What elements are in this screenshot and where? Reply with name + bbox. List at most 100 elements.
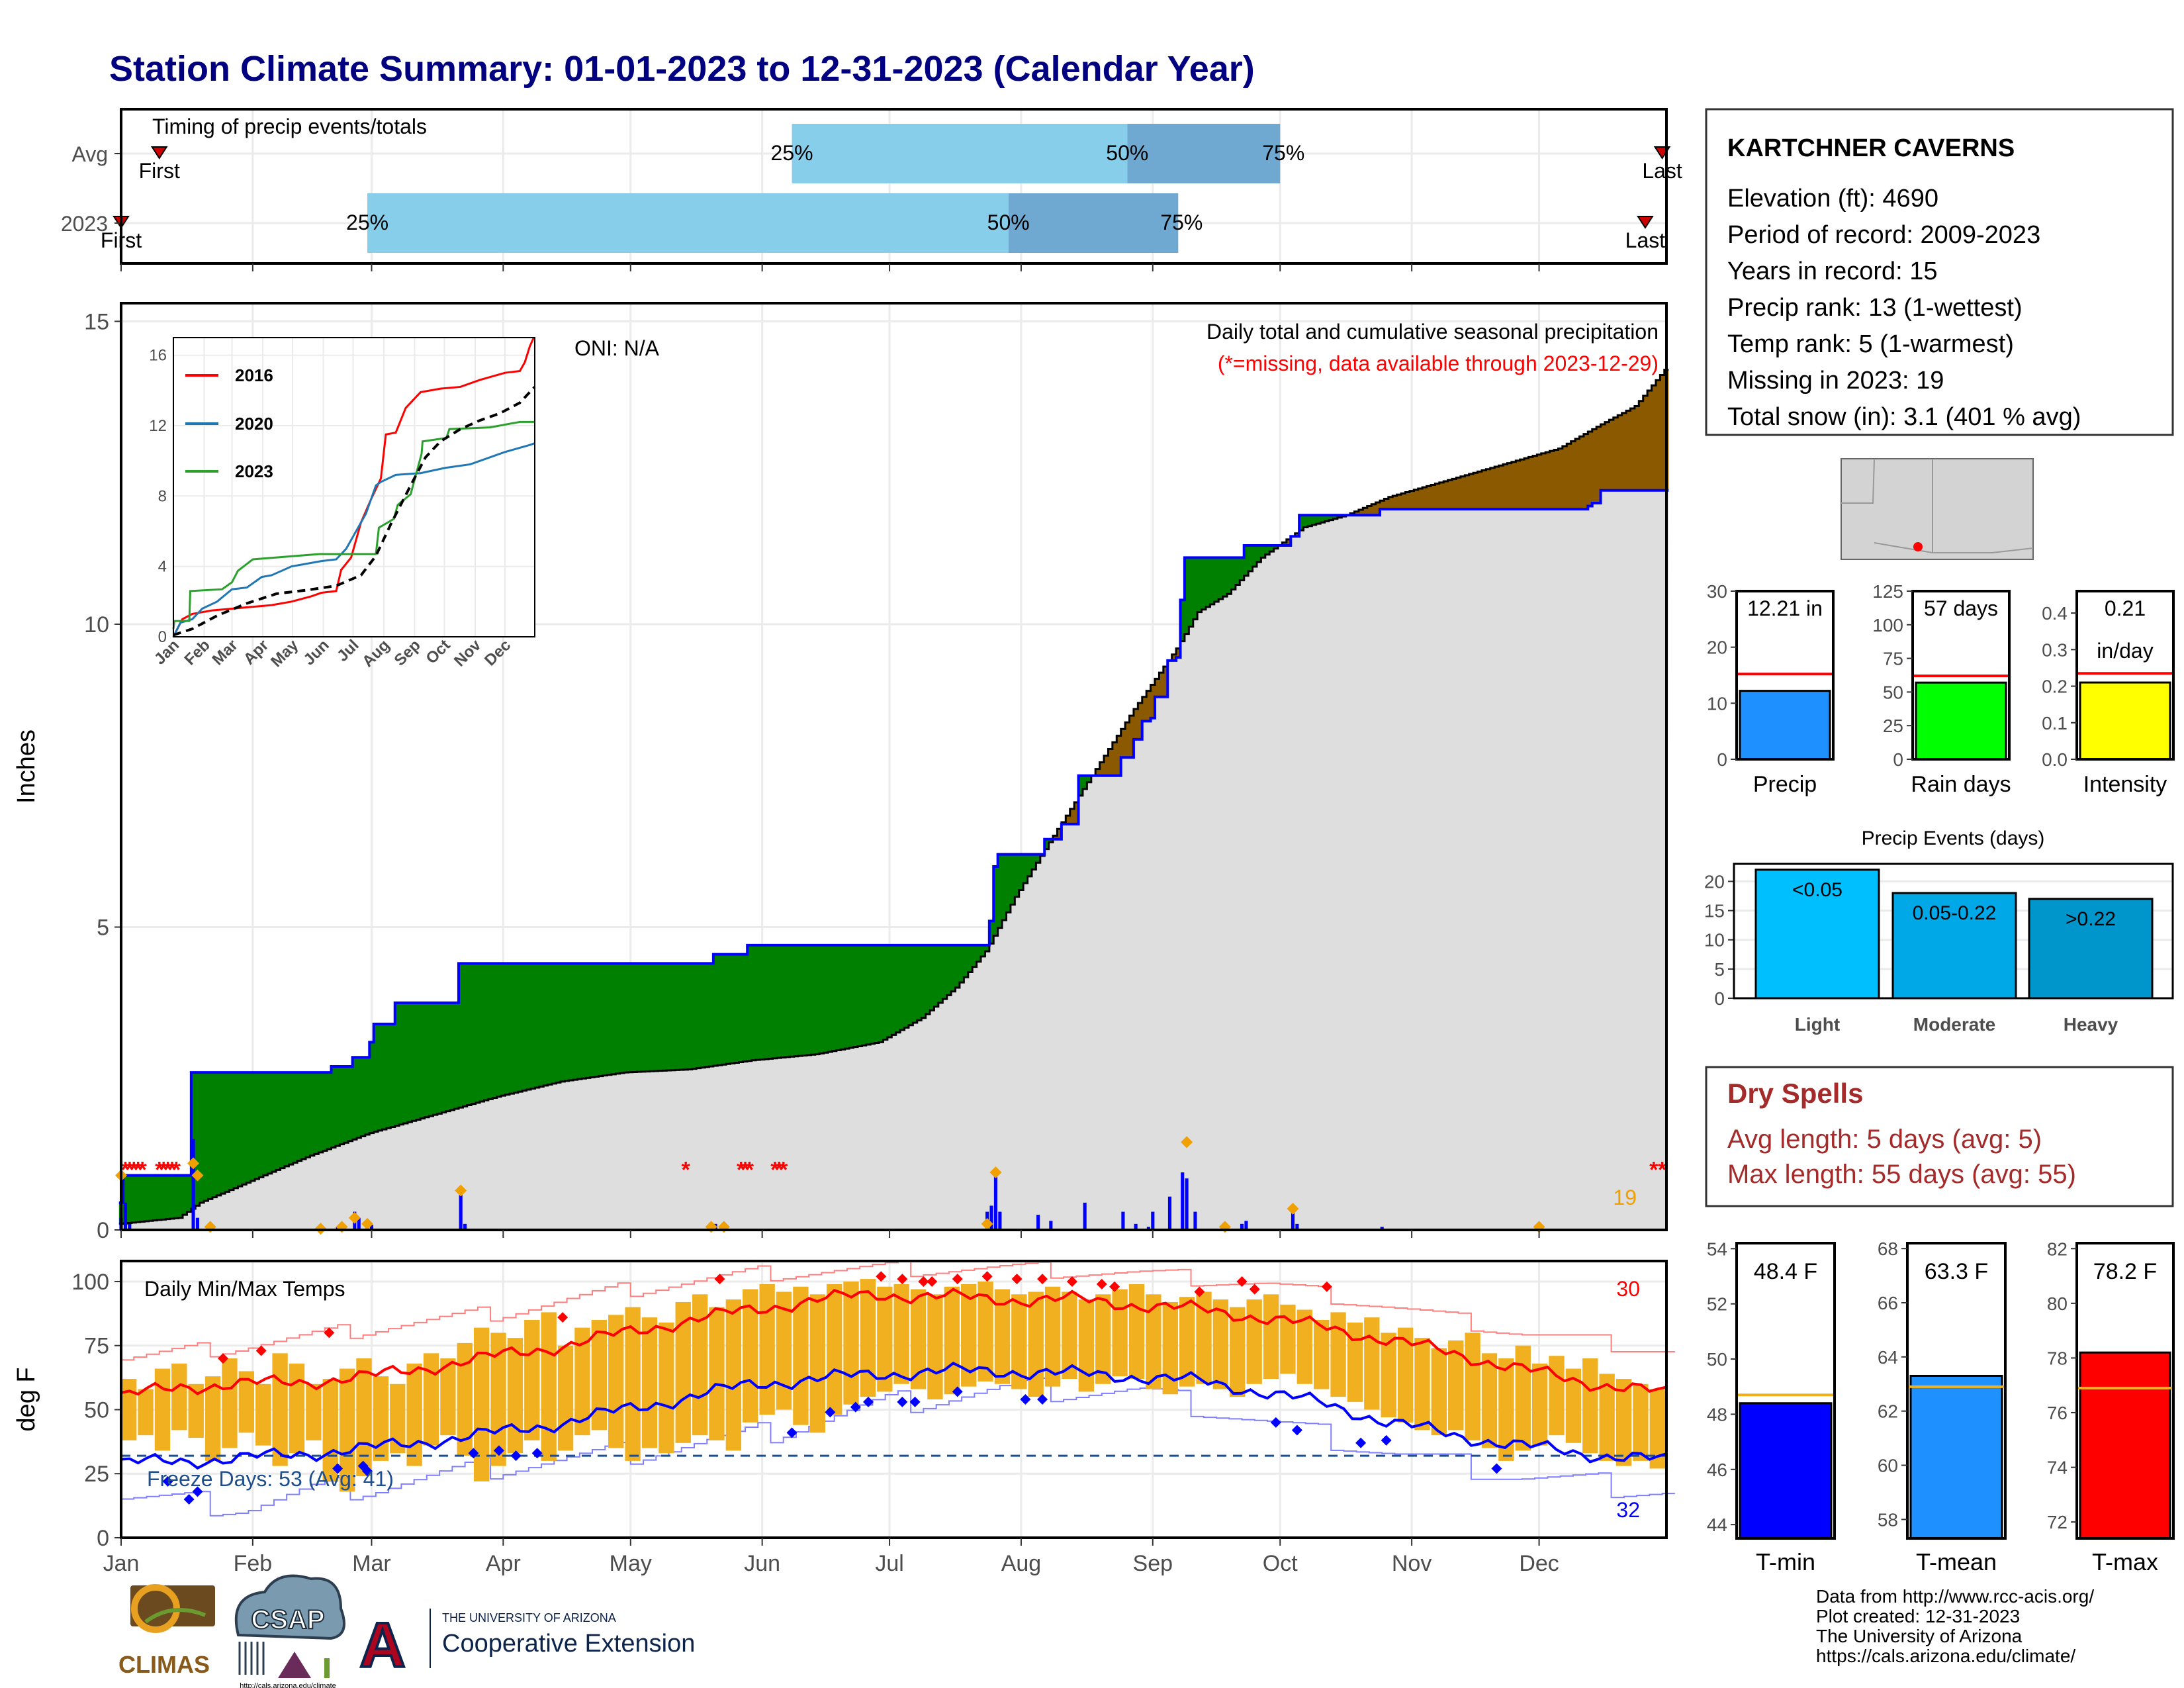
temps-panel: 0 25 50 75 100 deg F Daily Min/Max Temps 30 32 Fr… — [13, 1260, 1675, 1576]
temp-bar-y-tick-label: 58 — [1878, 1509, 1898, 1530]
daily-precip-bar — [1185, 1178, 1189, 1230]
daily-temp-range-bar — [574, 1327, 590, 1436]
temp-bar-y-tick-label: 78 — [2047, 1348, 2068, 1368]
inset-series-line — [172, 420, 535, 630]
record-low-marker — [162, 1476, 173, 1487]
missing-count: 19 — [1613, 1186, 1637, 1209]
dry-spells-box: Dry Spells Avg length: 5 days (avg: 5) Max… — [1705, 1066, 2174, 1207]
record-high-line — [121, 1260, 1675, 1361]
record-low-marker — [825, 1407, 836, 1418]
events-bar — [1754, 868, 1880, 1000]
daily-temp-range-bar — [1179, 1297, 1195, 1387]
daily-temp-range-bar — [541, 1312, 557, 1461]
temp-bar-y-tick-label: 64 — [1878, 1347, 1898, 1368]
temp-bar-label: T-mean — [1916, 1548, 1997, 1575]
footer-line: https://cals.arizona.edu/climate/ — [1816, 1646, 2075, 1666]
temp-bar-y-tick-label: 80 — [2047, 1293, 2068, 1314]
station-info-line: Years in record: 15 — [1727, 258, 1938, 285]
station-info-line: Elevation (ft): 4690 — [1727, 185, 1938, 212]
daily-temp-range-bar — [893, 1284, 909, 1384]
timing-bar-25-50 — [367, 193, 1009, 253]
mini-bar-value: 12.21 in — [1747, 596, 1823, 620]
daily-temp-range-bar — [373, 1376, 389, 1461]
events-bar — [1891, 892, 2017, 1000]
observed-cumulative-line — [118, 489, 1669, 1204]
daily-temp-range-bar — [1549, 1356, 1565, 1436]
daily-precip-bar — [369, 1225, 374, 1230]
timing-p75-label: 75% — [1262, 141, 1304, 165]
temp-bar-y-tick-label: 72 — [2047, 1512, 2068, 1532]
missing-day-marker: * — [163, 1157, 173, 1182]
month-label: Jul — [875, 1551, 903, 1576]
record-high-marker — [1236, 1276, 1248, 1287]
record-low-marker — [468, 1448, 479, 1459]
timing-row-label: 2023 — [61, 212, 108, 236]
missing-day-marker: * — [121, 1157, 130, 1182]
daily-precip-bar — [1146, 1227, 1150, 1230]
record-high-marker — [1037, 1274, 1048, 1285]
temp-bar-y-tick-label: 76 — [2047, 1403, 2068, 1423]
last-label: Last — [1625, 228, 1666, 252]
daily-temp-range-bar — [725, 1299, 742, 1451]
temp-bar-y-tick-label: 60 — [1878, 1456, 1898, 1476]
daily-precip-bar — [1167, 1196, 1172, 1230]
mini-bar-value: 0.21 — [2105, 596, 2146, 620]
month-label: Mar — [352, 1551, 391, 1576]
precip-y-tick-label: 10 — [84, 612, 109, 637]
record-high-marker — [918, 1276, 929, 1287]
month-label: Jan — [103, 1551, 140, 1576]
mini-bar-y-tick-label: 0 — [1717, 749, 1727, 770]
station-location-dot — [1913, 542, 1923, 551]
daily-precip-bar — [1181, 1172, 1185, 1230]
missing-day-marker: * — [138, 1157, 147, 1182]
station-info-box: KARTCHNER CAVERNS Elevation (ft): 4690 Per… — [1705, 108, 2174, 436]
record-precip-marker — [1181, 1136, 1193, 1149]
daily-temp-range-bar — [1028, 1291, 1044, 1397]
daily-temp-range-bar — [1297, 1309, 1312, 1384]
daily-temp-range-bar — [1011, 1294, 1027, 1389]
daily-temp-range-bar — [1263, 1294, 1279, 1380]
station-name: KARTCHNER CAVERNS — [1727, 134, 2015, 162]
missing-day-marker: * — [125, 1157, 134, 1182]
record-high-marker — [1109, 1281, 1120, 1292]
daily-temp-range-bar — [608, 1315, 624, 1448]
missing-day-marker: * — [770, 1157, 780, 1182]
month-label: Sep — [1133, 1551, 1173, 1576]
daily-temp-range-bar — [390, 1383, 406, 1454]
daily-temp-range-bar — [272, 1353, 288, 1466]
inset-y-tick-label: 4 — [158, 558, 167, 576]
daily-precip-bar — [1193, 1211, 1197, 1230]
daily-temp-range-bar — [877, 1286, 893, 1392]
climas-wordmark: CLIMAS — [118, 1651, 210, 1678]
missing-day-marker: * — [745, 1157, 754, 1182]
mini-bar-value-unit: in/day — [2097, 639, 2153, 663]
events-bar-label: 0.05-0.22 — [1913, 902, 1997, 924]
record-precip-marker — [1287, 1202, 1299, 1215]
station-info-line: Missing in 2023: 19 — [1727, 367, 1944, 395]
temps-title: Daily Min/Max Temps — [144, 1277, 345, 1301]
daily-temp-range-bar — [1498, 1358, 1514, 1461]
inset-border — [173, 337, 535, 637]
daily-precip-bar — [1121, 1211, 1125, 1230]
daily-temp-range-bar — [591, 1320, 608, 1430]
inset-series-line — [173, 386, 536, 637]
csap-cloud — [234, 1574, 345, 1640]
daily-temp-range-bar — [238, 1371, 255, 1433]
mini-bar-y-tick-label: 0.2 — [2042, 677, 2068, 697]
map-state-border — [1841, 458, 1875, 504]
daily-precip-bar — [1134, 1223, 1138, 1230]
daily-temp-range-bar — [1330, 1312, 1346, 1397]
daily-temp-range-bar — [776, 1291, 792, 1410]
missing-day-marker: * — [134, 1157, 143, 1182]
missing-day-marker: * — [172, 1157, 181, 1182]
daily-temp-range-bar — [1196, 1291, 1212, 1384]
timing-bar-50-75 — [1008, 193, 1179, 253]
timing-bar-25-50 — [792, 124, 1128, 183]
daily-temp-range-bar — [692, 1294, 708, 1436]
record-low-marker — [192, 1486, 203, 1497]
events-y-tick-label: 20 — [1704, 871, 1725, 892]
precip-frame — [120, 302, 1668, 1231]
first-event-marker — [150, 146, 168, 160]
record-high-marker — [876, 1271, 887, 1282]
daily-temp-range-bar — [826, 1284, 842, 1415]
